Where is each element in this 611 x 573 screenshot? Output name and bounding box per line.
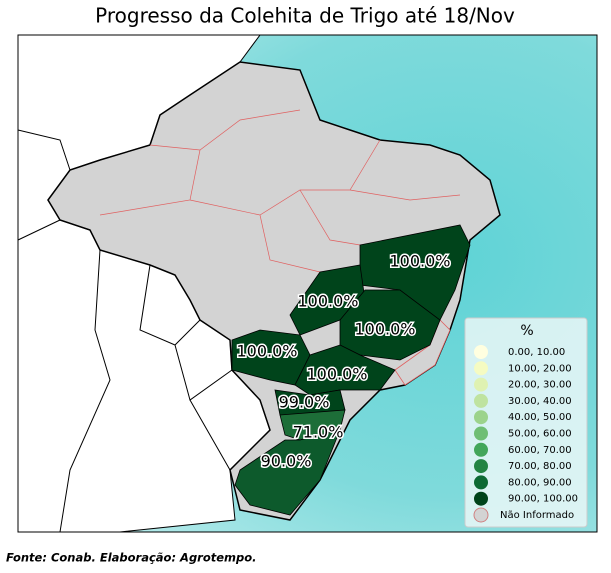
legend-swatch [474, 426, 488, 441]
legend-swatch [474, 475, 488, 490]
region-label: 90.0% [261, 452, 312, 471]
legend-swatch [474, 459, 488, 474]
legend-label: 90.00, 100.00 [508, 494, 578, 505]
region [234, 429, 341, 516]
source: Fonte: Conab. Elaboração: Agrotempo. [6, 551, 257, 565]
map [17, 34, 501, 533]
region-label: 100.0% [236, 342, 297, 361]
legend-label: Não Informado [500, 510, 574, 521]
legend-label: 70.00, 80.00 [508, 461, 572, 472]
state-borders [99, 109, 461, 273]
legend-label: 30.00, 40.00 [508, 396, 572, 407]
region-label: 100.0% [306, 365, 367, 384]
legend-label: 10.00, 20.00 [508, 363, 572, 374]
legend-label: 60.00, 70.00 [508, 445, 572, 456]
labels: 100.0% 100.0% 100.0% 100.0% 100.0% 99.0% 71.0%… [235, 250, 452, 472]
region-label: 100.0% [297, 292, 358, 311]
region-label: 99.0% [279, 393, 330, 412]
legend-box [464, 317, 588, 528]
region-label: 100.0% [354, 320, 415, 339]
legend-swatch [474, 377, 488, 392]
region-label: 71.0% [293, 423, 344, 442]
legend-label: 0.00, 10.00 [508, 347, 565, 358]
legend: 0.00, 10.00 10.00, 20.00 20.00, 30.00 30.00… [473, 345, 578, 523]
legend-label: 80.00, 90.00 [508, 477, 572, 488]
legend-label: 20.00, 30.00 [508, 380, 572, 391]
regions [231, 224, 471, 516]
legend-swatch [474, 393, 488, 408]
neighbor-borders [17, 129, 233, 533]
legend-swatch [474, 361, 488, 376]
legend-label: 50.00, 60.00 [508, 429, 572, 440]
legend-title: % [520, 323, 533, 339]
legend-swatch [474, 491, 488, 506]
legend-swatch [474, 345, 488, 359]
legend-swatch [474, 442, 488, 457]
legend-label: 40.00, 50.00 [508, 412, 572, 423]
title: Progresso da Colehita de Trigo até 18/No… [95, 4, 515, 28]
legend-swatch [473, 507, 489, 523]
legend-swatch [474, 410, 488, 425]
region-label: 100.0% [389, 252, 450, 271]
